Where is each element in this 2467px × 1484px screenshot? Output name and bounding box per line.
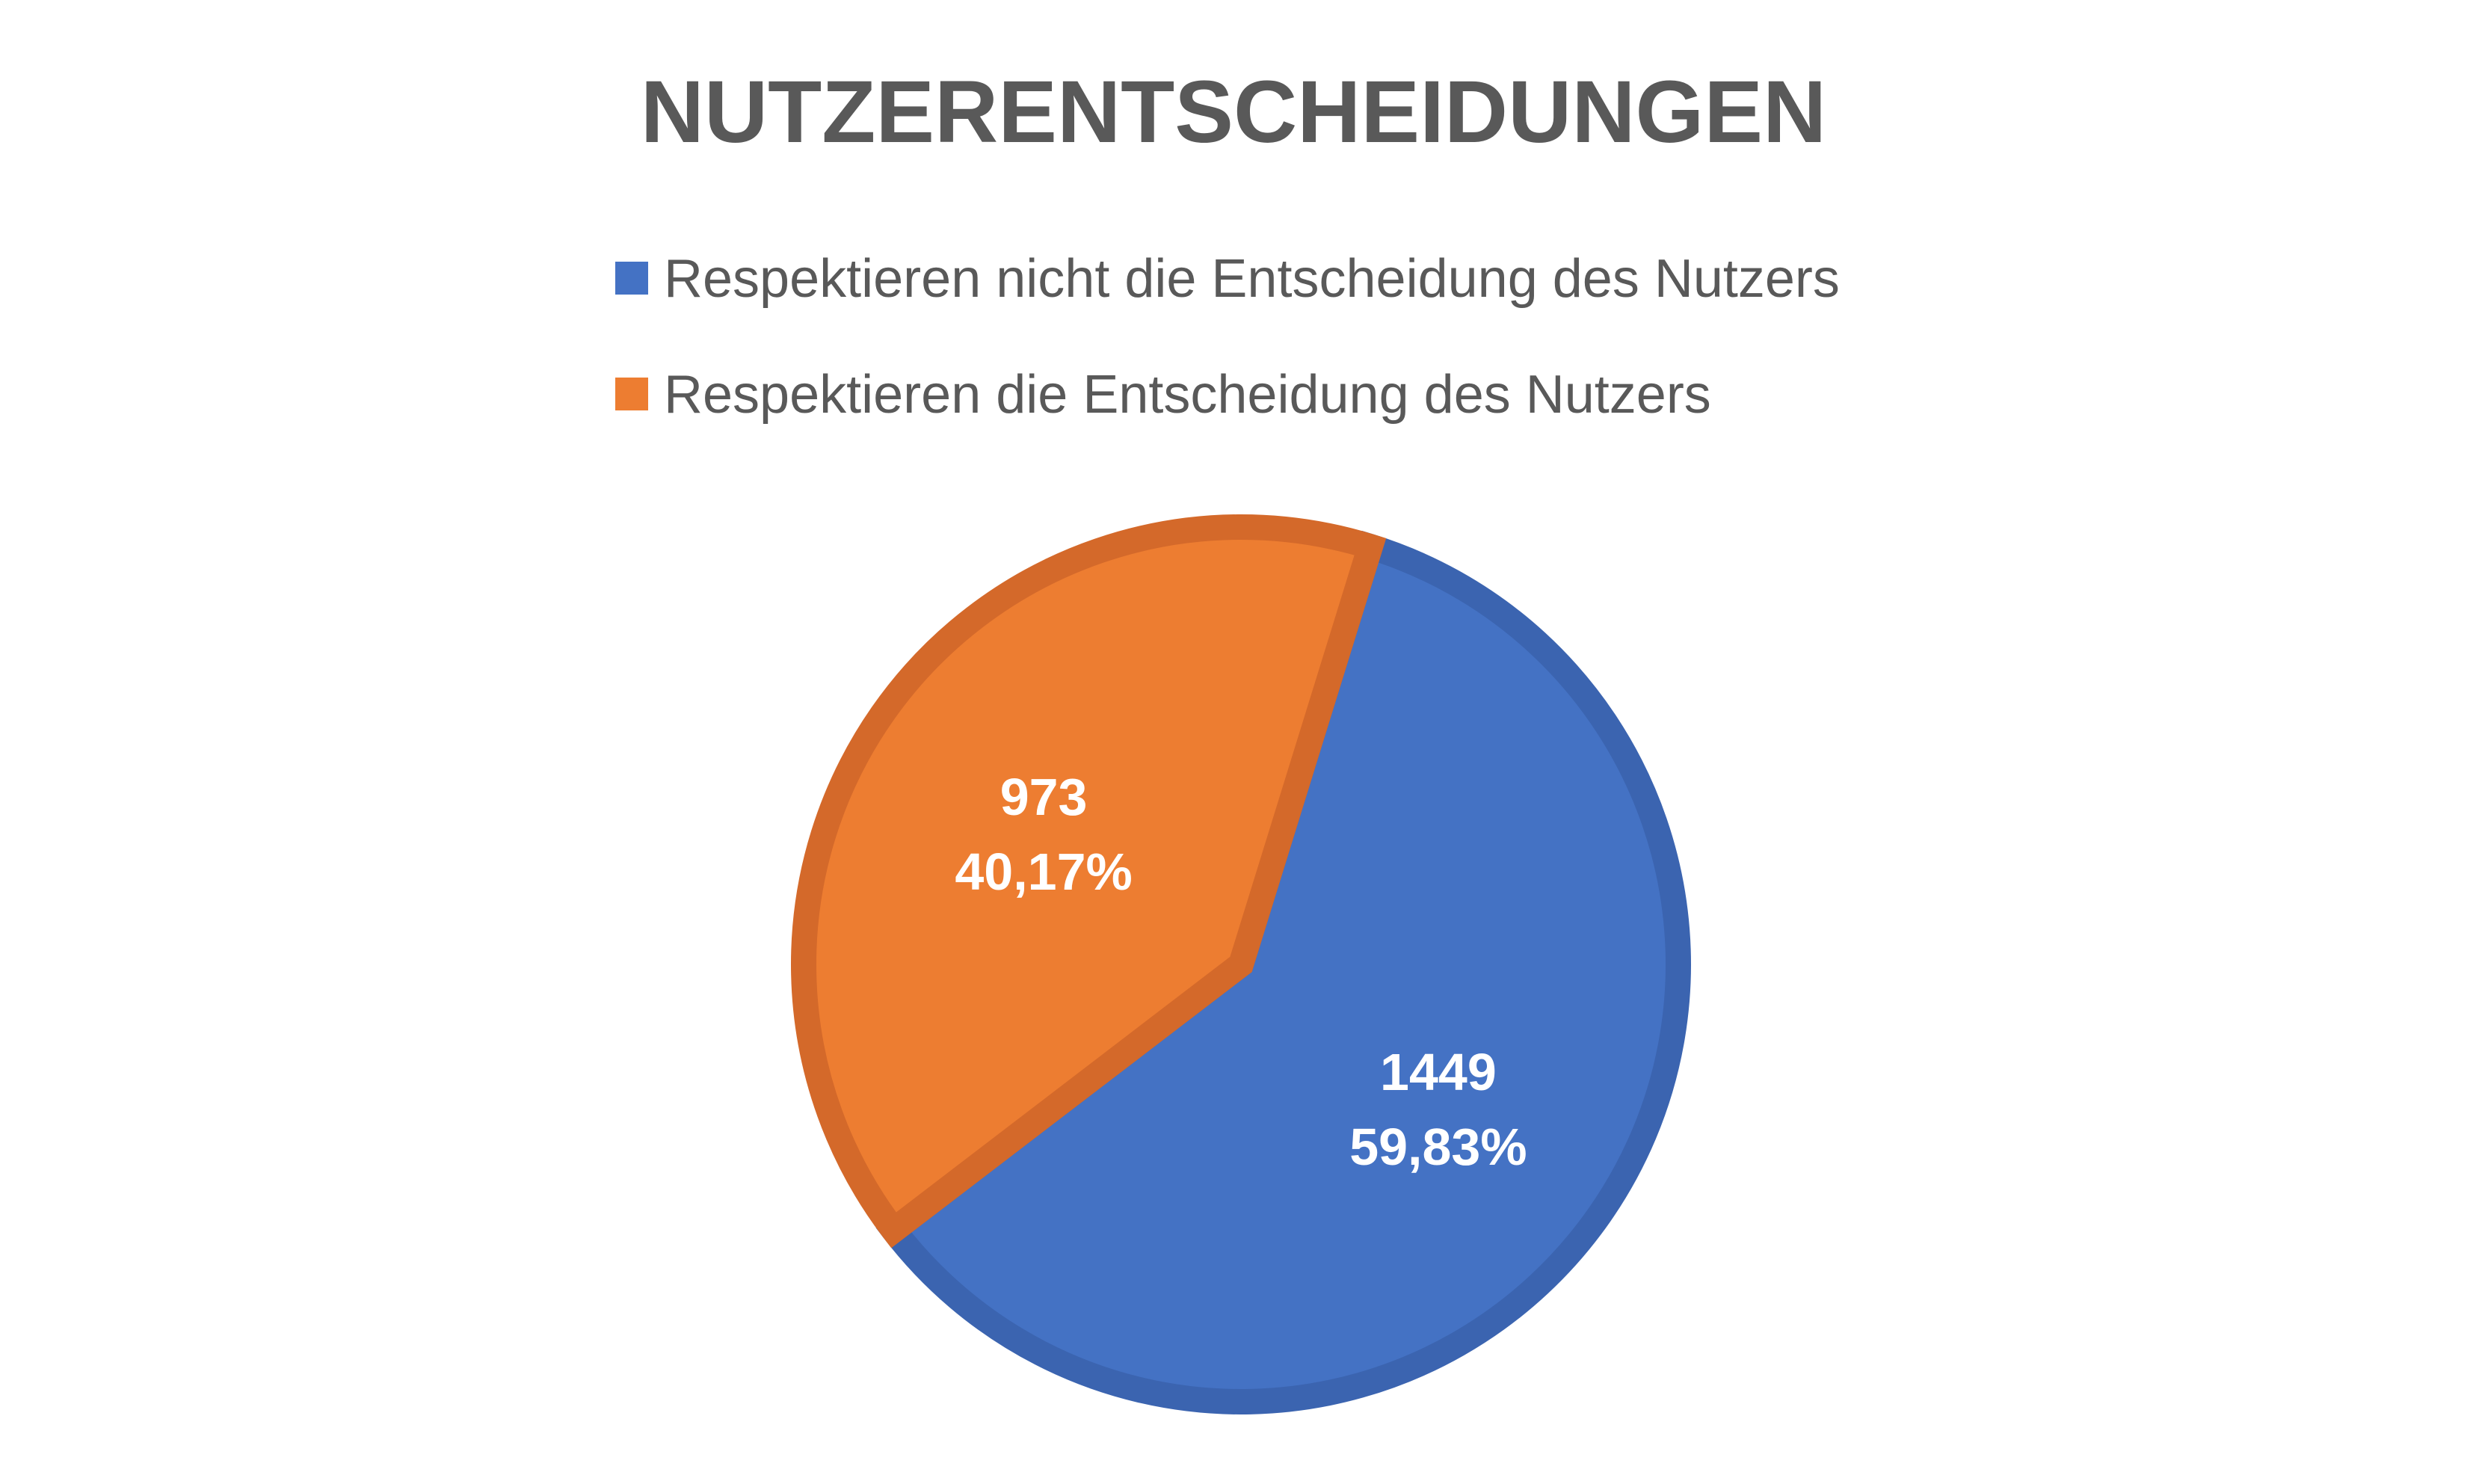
legend-swatch-1 bbox=[615, 378, 648, 410]
legend-label-1: Respektieren die Entscheidung des Nutzer… bbox=[664, 365, 1711, 425]
pie-slice-0 bbox=[875, 530, 1691, 1414]
legend-swatch-0 bbox=[615, 262, 648, 295]
slice-percent-0: 59,83% bbox=[1349, 1118, 1527, 1176]
legend: Respektieren nicht die Entscheidung des … bbox=[615, 249, 1840, 425]
slice-value-0: 1449 bbox=[1380, 1043, 1497, 1101]
legend-label-0: Respektieren nicht die Entscheidung des … bbox=[664, 249, 1840, 309]
slice-percent-1: 40,17% bbox=[955, 843, 1132, 901]
chart-title: NUTZERENTSCHEIDUNGEN bbox=[641, 63, 1827, 161]
legend-item-1: Respektieren die Entscheidung des Nutzer… bbox=[615, 365, 1711, 425]
slice-label-0: 1449 59,83% bbox=[1349, 1043, 1527, 1176]
slice-value-1: 973 bbox=[1000, 768, 1088, 826]
pie: 1449 59,83% 973 40,17% bbox=[791, 514, 1691, 1414]
pie-slice-1 bbox=[791, 514, 1387, 1249]
slice-label-1: 973 40,17% bbox=[955, 768, 1132, 901]
legend-item-0: Respektieren nicht die Entscheidung des … bbox=[615, 249, 1840, 309]
